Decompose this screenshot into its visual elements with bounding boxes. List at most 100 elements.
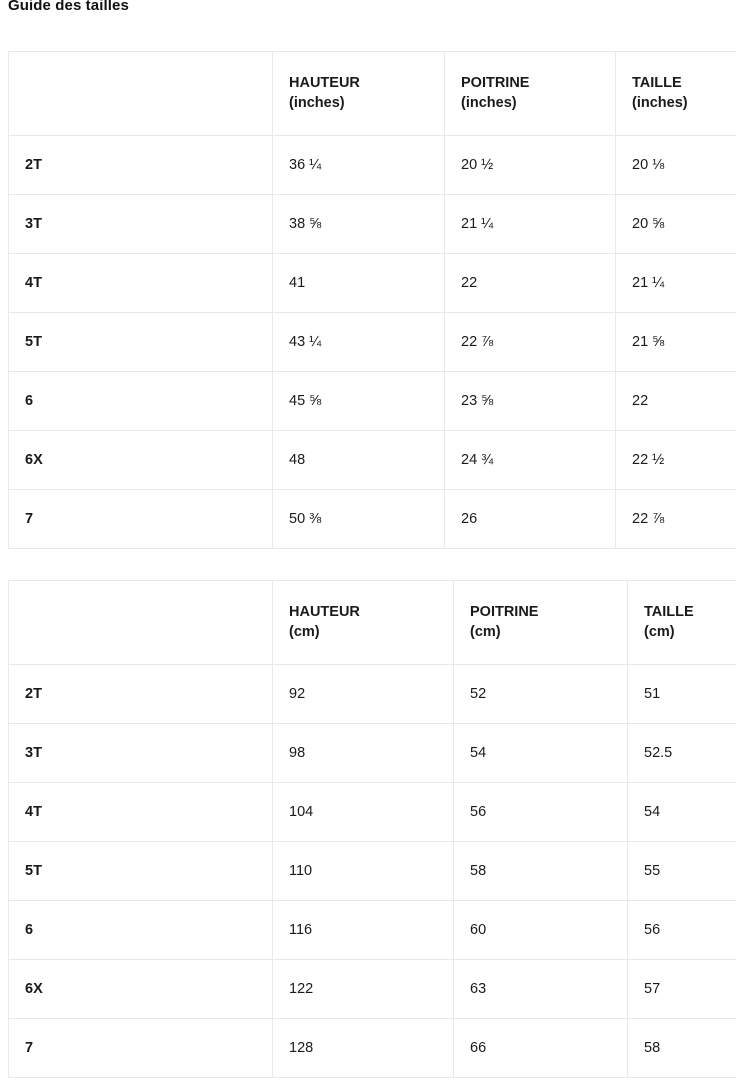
row-size-label: 6 <box>8 900 273 960</box>
table-row: 3T 38 ⅝ 21 ¼ 20 ⅝ <box>8 194 736 254</box>
column-header-taille: TAILLE (cm) <box>627 580 736 665</box>
row-size-label: 7 <box>8 489 273 549</box>
cell-taille: 54 <box>627 782 736 842</box>
table-row: 5T 43 ¼ 22 ⅞ 21 ⅝ <box>8 312 736 372</box>
table-header-row: HAUTEUR (inches) POITRINE (inches) TAILL… <box>8 51 736 136</box>
table-row: 6X 122 63 57 <box>8 959 736 1019</box>
page-title: Guide des tailles <box>8 0 129 14</box>
cell-hauteur: 38 ⅝ <box>272 194 445 254</box>
cell-poitrine: 52 <box>453 664 628 724</box>
table-row: 6 45 ⅝ 23 ⅝ 22 <box>8 371 736 431</box>
size-table-inches: HAUTEUR (inches) POITRINE (inches) TAILL… <box>8 51 736 549</box>
column-header-hauteur-name: HAUTEUR <box>289 604 360 621</box>
cell-poitrine: 56 <box>453 782 628 842</box>
column-header-hauteur-unit: (cm) <box>289 623 320 640</box>
cell-hauteur: 36 ¼ <box>272 135 445 195</box>
cell-hauteur: 45 ⅝ <box>272 371 445 431</box>
cell-taille: 20 ⅝ <box>615 194 736 254</box>
cell-hauteur: 98 <box>272 723 454 783</box>
cell-hauteur: 43 ¼ <box>272 312 445 372</box>
cell-taille: 21 ¼ <box>615 253 736 313</box>
cell-taille: 55 <box>627 841 736 901</box>
cell-hauteur: 122 <box>272 959 454 1019</box>
row-size-label: 5T <box>8 312 273 372</box>
cell-taille: 58 <box>627 1018 736 1078</box>
cell-taille: 20 ⅛ <box>615 135 736 195</box>
column-header-taille: TAILLE (inches) <box>615 51 736 136</box>
table-header-row: HAUTEUR (cm) POITRINE (cm) TAILLE (cm) <box>8 580 736 665</box>
cell-poitrine: 22 <box>444 253 616 313</box>
column-header-hauteur-name: HAUTEUR <box>289 75 360 92</box>
row-size-label: 3T <box>8 723 273 783</box>
cell-taille: 21 ⅝ <box>615 312 736 372</box>
table-row: 4T 41 22 21 ¼ <box>8 253 736 313</box>
row-size-label: 6X <box>8 959 273 1019</box>
row-size-label: 4T <box>8 253 273 313</box>
cell-poitrine: 63 <box>453 959 628 1019</box>
table-inches-body: 2T 36 ¼ 20 ½ 20 ⅛ 3T 38 ⅝ 21 ¼ 20 ⅝ 4T 4… <box>8 135 736 549</box>
table-row: 7 128 66 58 <box>8 1018 736 1078</box>
row-size-label: 5T <box>8 841 273 901</box>
cell-taille: 57 <box>627 959 736 1019</box>
table-row: 5T 110 58 55 <box>8 841 736 901</box>
table-row: 3T 98 54 52.5 <box>8 723 736 783</box>
table-cm-header: HAUTEUR (cm) POITRINE (cm) TAILLE (cm) <box>8 580 736 665</box>
column-header-poitrine-name: POITRINE <box>470 604 539 621</box>
cell-taille: 22 ⅞ <box>615 489 736 549</box>
cell-hauteur: 116 <box>272 900 454 960</box>
cell-poitrine: 22 ⅞ <box>444 312 616 372</box>
cell-hauteur: 92 <box>272 664 454 724</box>
table-row: 6 116 60 56 <box>8 900 736 960</box>
column-header-poitrine-name: POITRINE <box>461 75 530 92</box>
table-row: 4T 104 56 54 <box>8 782 736 842</box>
cell-poitrine: 66 <box>453 1018 628 1078</box>
column-header-hauteur-unit: (inches) <box>289 94 345 111</box>
cell-poitrine: 23 ⅝ <box>444 371 616 431</box>
column-header-hauteur: HAUTEUR (cm) <box>272 580 454 665</box>
cell-taille: 22 ½ <box>615 430 736 490</box>
column-header-taille-name: TAILLE <box>632 75 682 92</box>
cell-poitrine: 54 <box>453 723 628 783</box>
table-inches-header: HAUTEUR (inches) POITRINE (inches) TAILL… <box>8 51 736 136</box>
cell-hauteur: 48 <box>272 430 445 490</box>
column-header-corner <box>8 51 273 136</box>
cell-hauteur: 110 <box>272 841 454 901</box>
cell-poitrine: 20 ½ <box>444 135 616 195</box>
column-header-poitrine-unit: (cm) <box>470 623 501 640</box>
row-size-label: 2T <box>8 664 273 724</box>
cell-taille: 22 <box>615 371 736 431</box>
table-row: 7 50 ⅜ 26 22 ⅞ <box>8 489 736 549</box>
table-row: 2T 36 ¼ 20 ½ 20 ⅛ <box>8 135 736 195</box>
row-size-label: 4T <box>8 782 273 842</box>
cell-hauteur: 41 <box>272 253 445 313</box>
row-size-label: 7 <box>8 1018 273 1078</box>
row-size-label: 3T <box>8 194 273 254</box>
cell-hauteur: 50 ⅜ <box>272 489 445 549</box>
cell-poitrine: 21 ¼ <box>444 194 616 254</box>
cell-hauteur: 128 <box>272 1018 454 1078</box>
cell-taille: 52.5 <box>627 723 736 783</box>
size-table-cm: HAUTEUR (cm) POITRINE (cm) TAILLE (cm) 2… <box>8 580 736 1078</box>
table-cm-body: 2T 92 52 51 3T 98 54 52.5 4T 104 56 54 5… <box>8 664 736 1078</box>
cell-poitrine: 60 <box>453 900 628 960</box>
cell-poitrine: 58 <box>453 841 628 901</box>
table-row: 6X 48 24 ¾ 22 ½ <box>8 430 736 490</box>
row-size-label: 2T <box>8 135 273 195</box>
column-header-taille-unit: (inches) <box>632 94 688 111</box>
column-header-taille-name: TAILLE <box>644 604 694 621</box>
column-header-poitrine: POITRINE (cm) <box>453 580 628 665</box>
cell-poitrine: 24 ¾ <box>444 430 616 490</box>
row-size-label: 6X <box>8 430 273 490</box>
column-header-poitrine: POITRINE (inches) <box>444 51 616 136</box>
column-header-corner <box>8 580 273 665</box>
cell-taille: 56 <box>627 900 736 960</box>
cell-taille: 51 <box>627 664 736 724</box>
row-size-label: 6 <box>8 371 273 431</box>
column-header-hauteur: HAUTEUR (inches) <box>272 51 445 136</box>
column-header-taille-unit: (cm) <box>644 623 675 640</box>
table-row: 2T 92 52 51 <box>8 664 736 724</box>
cell-poitrine: 26 <box>444 489 616 549</box>
column-header-poitrine-unit: (inches) <box>461 94 517 111</box>
cell-hauteur: 104 <box>272 782 454 842</box>
